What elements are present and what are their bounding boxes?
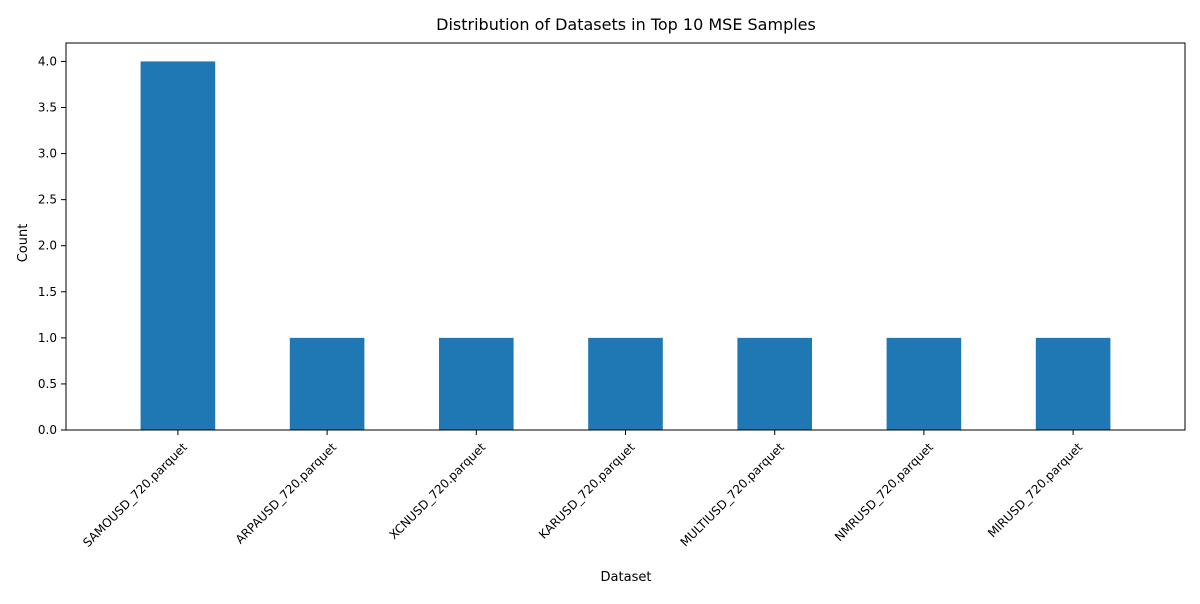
bars-group: [140, 61, 1111, 431]
x-axis: SAMOUSD_720.parquet ARPAUSD_720.parquet XC…: [80, 430, 1085, 550]
bar-5: [886, 337, 962, 430]
y-tick-label: 3.0: [38, 147, 57, 161]
bar-3: [588, 337, 663, 430]
bar-0: [140, 61, 216, 431]
y-tick-label: 1.0: [38, 331, 57, 345]
y-axis-label: Count: [16, 224, 31, 263]
bar-4: [737, 337, 812, 430]
x-tick-label: KARUSD_720.parquet: [536, 440, 638, 542]
y-tick-label: 1.5: [38, 285, 57, 299]
y-axis: 0.0 0.5 1.0 1.5 2.0 2.5 3.0 3.5 4.0: [38, 54, 66, 437]
x-tick-label: XCNUSD_720.parquet: [386, 440, 488, 542]
y-tick-label: 0.5: [38, 377, 57, 391]
bar-1: [289, 337, 365, 430]
chart-title: Distribution of Datasets in Top 10 MSE S…: [436, 15, 816, 34]
bar-2: [439, 337, 514, 430]
x-tick-label: SAMOUSD_720.parquet: [80, 440, 190, 550]
x-tick-label: MULTIUSD_720.parquet: [678, 440, 787, 549]
bar-6: [1035, 337, 1111, 430]
x-tick-label: MIRUSD_720.parquet: [985, 440, 1085, 540]
plot-frame: [65, 42, 1186, 431]
x-tick-label: NMRUSD_720.parquet: [832, 440, 936, 544]
y-tick-label: 4.0: [38, 54, 57, 68]
y-tick-label: 2.5: [38, 193, 57, 207]
x-axis-label: Dataset: [601, 570, 652, 585]
y-tick-label: 2.0: [38, 239, 57, 253]
y-tick-label: 0.0: [38, 423, 57, 437]
y-tick-label: 3.5: [38, 101, 57, 115]
x-tick-label: ARPAUSD_720.parquet: [233, 440, 340, 547]
